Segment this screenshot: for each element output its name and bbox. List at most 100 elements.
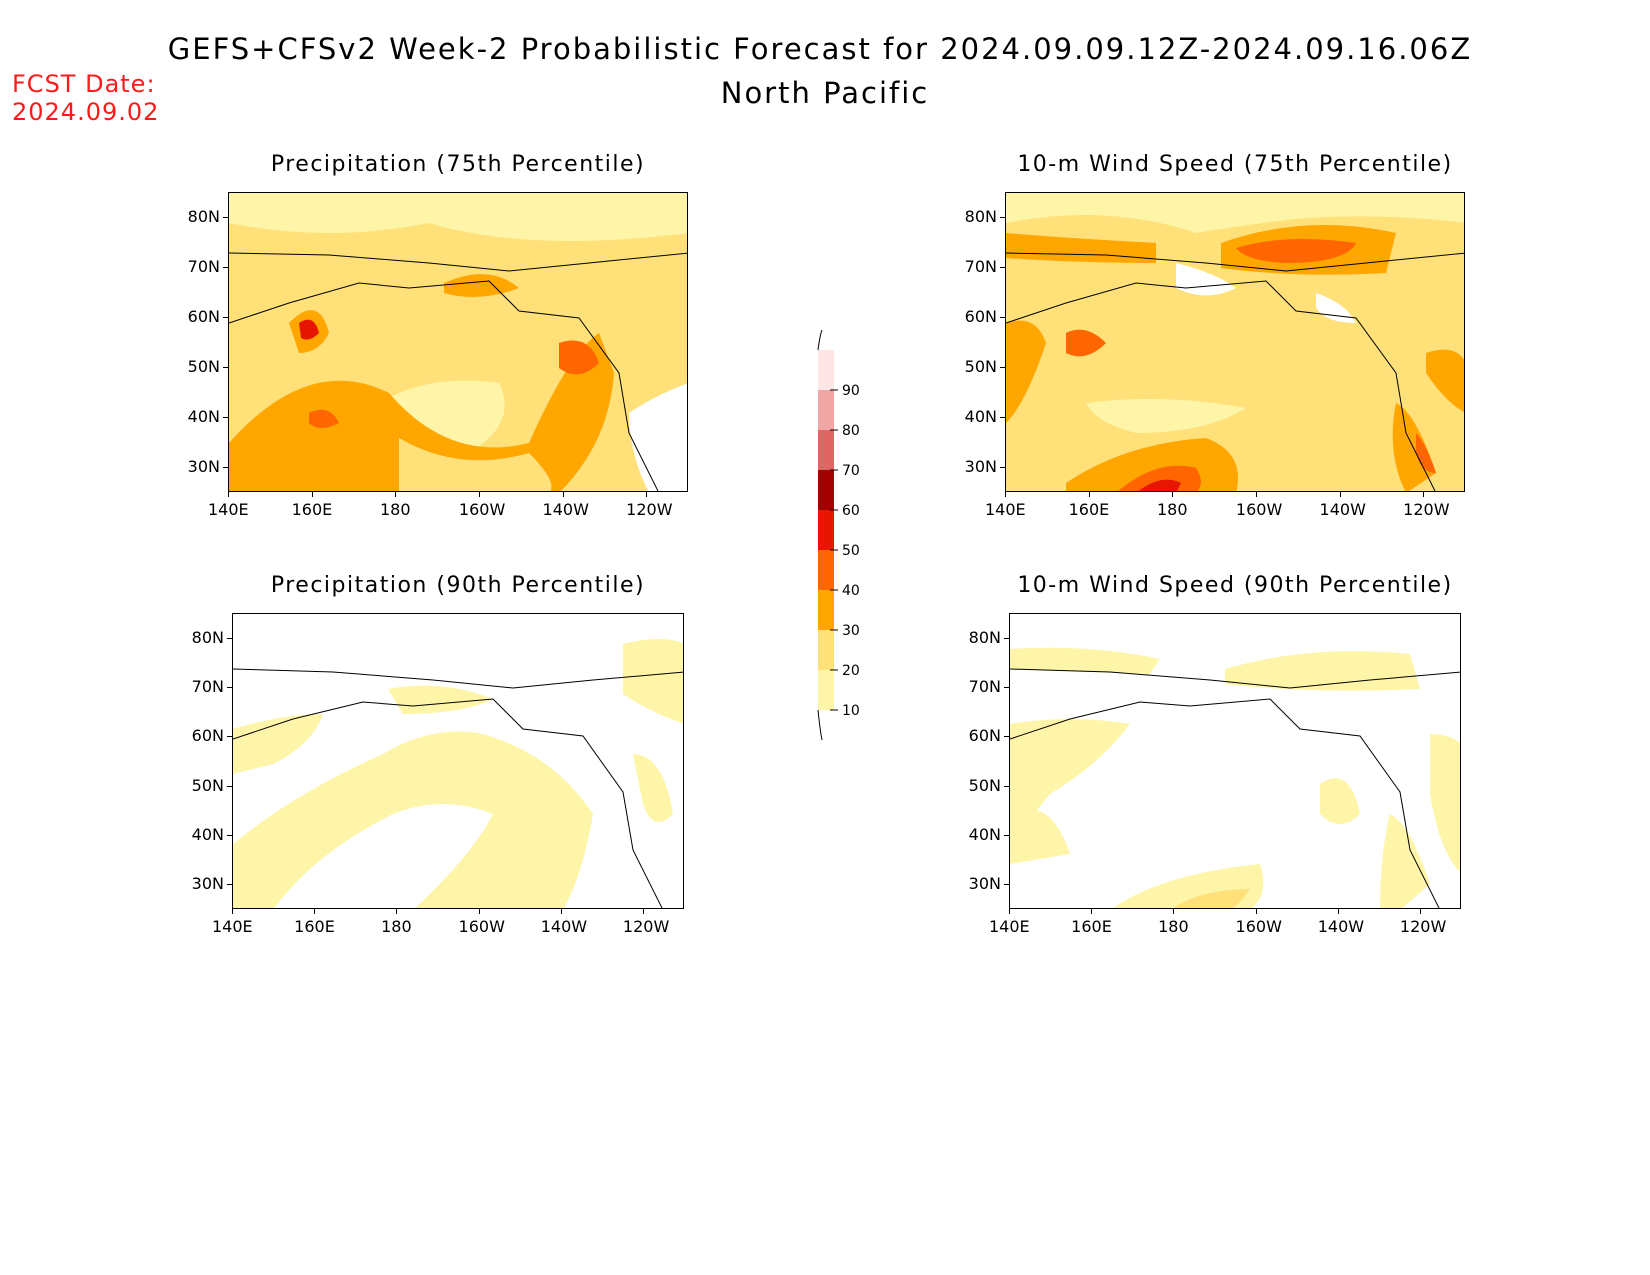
y-tick-mark xyxy=(223,467,228,468)
coastline xyxy=(1006,252,1464,272)
x-tick-mark xyxy=(1005,492,1006,497)
x-tick-label: 140W xyxy=(1317,917,1365,936)
y-tick-mark xyxy=(223,367,228,368)
colorbar-label: 80 xyxy=(842,423,860,439)
colorbar-swatch xyxy=(818,390,834,430)
wind75-field-50 xyxy=(1138,479,1181,491)
precip75-field-30 xyxy=(229,333,614,491)
y-tick-mark xyxy=(227,687,232,688)
colorbar-label: 40 xyxy=(842,583,860,599)
y-tick-label: 80N xyxy=(191,627,224,647)
wind90-field-10 xyxy=(1010,647,1160,674)
x-tick-mark xyxy=(228,492,229,497)
y-tick-mark xyxy=(227,637,232,639)
precip90-field-10 xyxy=(623,639,683,724)
colorbar-swatch xyxy=(818,470,834,510)
x-tick-label: 160W xyxy=(458,917,505,936)
y-tick-label: 50N xyxy=(191,775,224,795)
colorbar-swatch xyxy=(818,670,834,710)
y-tick-label: 40N xyxy=(964,407,997,426)
x-tick-label: 120W xyxy=(1403,500,1450,519)
x-tick-label: 140E xyxy=(212,917,253,936)
wind75-field-10 xyxy=(1006,193,1464,233)
x-tick-mark xyxy=(646,492,648,497)
y-tick-mark xyxy=(1004,884,1009,886)
x-tick-label: 180 xyxy=(1158,917,1189,936)
x-tick-mark xyxy=(1419,909,1421,914)
coastline xyxy=(229,252,687,272)
fcst-date-value: 2024.09.02 xyxy=(12,98,160,126)
x-tick-label: 160E xyxy=(1068,500,1110,519)
colorbar: 10 20 30 40 50 60 70 80 90 xyxy=(800,329,890,750)
y-tick-mark xyxy=(1000,267,1005,268)
wind90-field-10 xyxy=(1320,778,1360,824)
colorbar-label: 20 xyxy=(842,663,860,679)
y-tick-label: 30N xyxy=(187,457,220,476)
region-title: North Pacific xyxy=(720,76,930,110)
x-tick-label: 120W xyxy=(1399,917,1447,936)
precip75-field-20 xyxy=(399,438,552,491)
x-tick-mark xyxy=(1173,909,1175,914)
x-tick-mark xyxy=(1423,492,1425,497)
wind90-field-10 xyxy=(1380,814,1430,908)
wind90-field-20 xyxy=(1173,889,1250,908)
precip90-field-10 xyxy=(388,685,493,714)
precip75-field-0 xyxy=(629,383,687,491)
precip90-field-10 xyxy=(233,714,323,774)
wind90-field-10 xyxy=(1010,809,1070,864)
x-tick-mark xyxy=(1088,492,1090,497)
x-tick-mark xyxy=(562,492,564,497)
figure-title: GEFS+CFSv2 Week-2 Probabilistic Forecast… xyxy=(167,32,1473,66)
colorbar-label: 90 xyxy=(842,383,860,399)
y-tick-mark xyxy=(223,417,228,418)
colorbar-label: 30 xyxy=(842,623,860,639)
colorbar-top-cap xyxy=(817,329,823,351)
panel-title-wind75: 10-m Wind Speed (75th Percentile) xyxy=(1017,152,1453,177)
wind90-map xyxy=(1009,613,1461,909)
precip90-field-10 xyxy=(233,731,593,908)
coastline xyxy=(1006,280,1436,491)
colorbar-label: 60 xyxy=(842,503,860,519)
y-tick-mark xyxy=(227,884,232,886)
x-tick-mark xyxy=(642,909,644,914)
y-tick-mark xyxy=(1004,637,1009,639)
wind75-field-10 xyxy=(1086,399,1246,433)
y-tick-label: 40N xyxy=(191,825,224,844)
y-tick-mark xyxy=(1000,367,1005,368)
x-tick-label: 140E xyxy=(985,500,1026,519)
x-tick-mark xyxy=(1337,909,1339,914)
x-tick-mark xyxy=(560,909,562,914)
y-tick-label: 80N xyxy=(964,207,997,226)
coastline xyxy=(233,668,683,689)
y-tick-label: 70N xyxy=(191,677,224,696)
coastline xyxy=(1010,698,1440,908)
wind75-field-30 xyxy=(1426,349,1464,412)
colorbar-label: 50 xyxy=(842,543,860,559)
y-tick-mark xyxy=(223,317,228,318)
x-tick-label: 160W xyxy=(1235,917,1282,936)
y-tick-label: 30N xyxy=(191,874,224,894)
y-tick-mark xyxy=(223,267,228,268)
x-tick-mark xyxy=(232,909,233,914)
panel-title-precip75: Precipitation (75th Percentile) xyxy=(270,152,646,177)
x-tick-mark xyxy=(395,492,397,497)
y-tick-label: 60N xyxy=(191,726,224,746)
y-tick-label: 70N xyxy=(187,257,220,276)
wind75-field-40 xyxy=(1066,329,1106,357)
y-tick-mark xyxy=(1004,736,1009,738)
y-tick-label: 40N xyxy=(187,407,220,426)
x-tick-label: 160E xyxy=(1071,917,1112,936)
colorbar-swatch xyxy=(818,350,834,390)
fcst-date-label: FCST Date: xyxy=(12,70,156,98)
colorbar-label: 10 xyxy=(842,703,860,719)
wind90-field-10 xyxy=(1225,651,1420,691)
y-tick-label: 30N xyxy=(964,457,997,476)
wind75-field-0 xyxy=(1316,293,1356,323)
precip90-map xyxy=(232,613,684,909)
y-tick-mark xyxy=(223,217,228,218)
x-tick-label: 180 xyxy=(379,500,411,519)
x-tick-mark xyxy=(478,492,480,497)
x-tick-mark xyxy=(1255,909,1257,914)
precip75-field-30 xyxy=(444,274,519,297)
x-tick-label: 140W xyxy=(540,917,588,936)
